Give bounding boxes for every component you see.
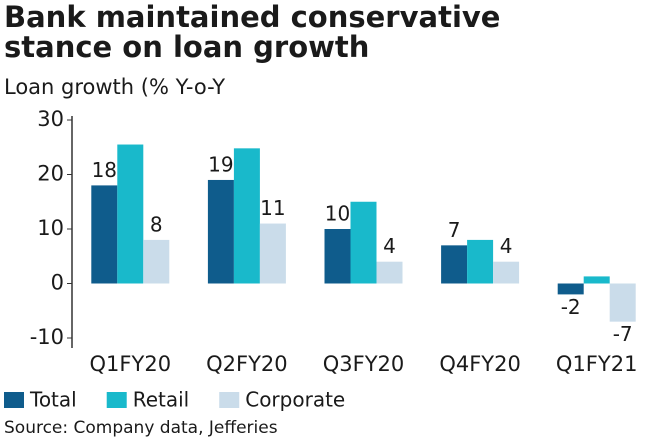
chart-subtitle: Loan growth (% Y-o-Y — [4, 75, 225, 99]
bar — [117, 144, 144, 284]
legend-swatch — [219, 392, 240, 408]
y-tick-label: -10 — [30, 325, 64, 349]
bar — [557, 283, 584, 295]
legend-swatch — [4, 392, 24, 408]
x-tick-label: Q1FY21 — [556, 352, 638, 376]
bar — [609, 283, 636, 322]
bar — [143, 239, 170, 284]
legend-label: Total — [29, 388, 77, 412]
source: Source: Company data, Jefferies — [4, 418, 278, 438]
value-label: 11 — [260, 196, 285, 220]
value-label: 18 — [92, 158, 117, 182]
bar — [350, 201, 377, 284]
bar — [467, 239, 494, 284]
chart-title: stance on loan growth — [4, 30, 369, 64]
value-label: 8 — [150, 212, 163, 236]
x-tick-label: Q4FY20 — [439, 352, 521, 376]
bar — [583, 276, 610, 284]
value-label: 4 — [500, 234, 513, 258]
value-label: 19 — [208, 152, 233, 176]
x-tick-label: Q1FY20 — [90, 352, 172, 376]
bar — [441, 245, 468, 284]
y-tick-label: 10 — [37, 216, 64, 240]
bar — [376, 261, 403, 284]
value-label: 4 — [383, 234, 396, 258]
bar — [493, 261, 520, 284]
value-label: -2 — [561, 295, 581, 319]
legend-label: Retail — [133, 388, 190, 412]
x-tick-label: Q3FY20 — [323, 352, 405, 376]
value-label: 10 — [325, 202, 350, 226]
legend-swatch — [106, 392, 127, 408]
bar — [207, 179, 234, 284]
x-tick-label: Q2FY20 — [206, 352, 288, 376]
legend-label: Corporate — [245, 388, 345, 412]
bar — [233, 148, 260, 284]
value-label: 7 — [448, 218, 461, 242]
chart-title: Bank maintained conservative — [4, 0, 500, 34]
y-tick-label: 20 — [37, 162, 64, 186]
value-label: -7 — [613, 322, 633, 346]
bar — [91, 185, 118, 284]
y-tick-label: 30 — [37, 107, 64, 131]
y-tick-label: 0 — [51, 271, 64, 295]
bar — [259, 223, 286, 284]
bar — [324, 229, 351, 284]
